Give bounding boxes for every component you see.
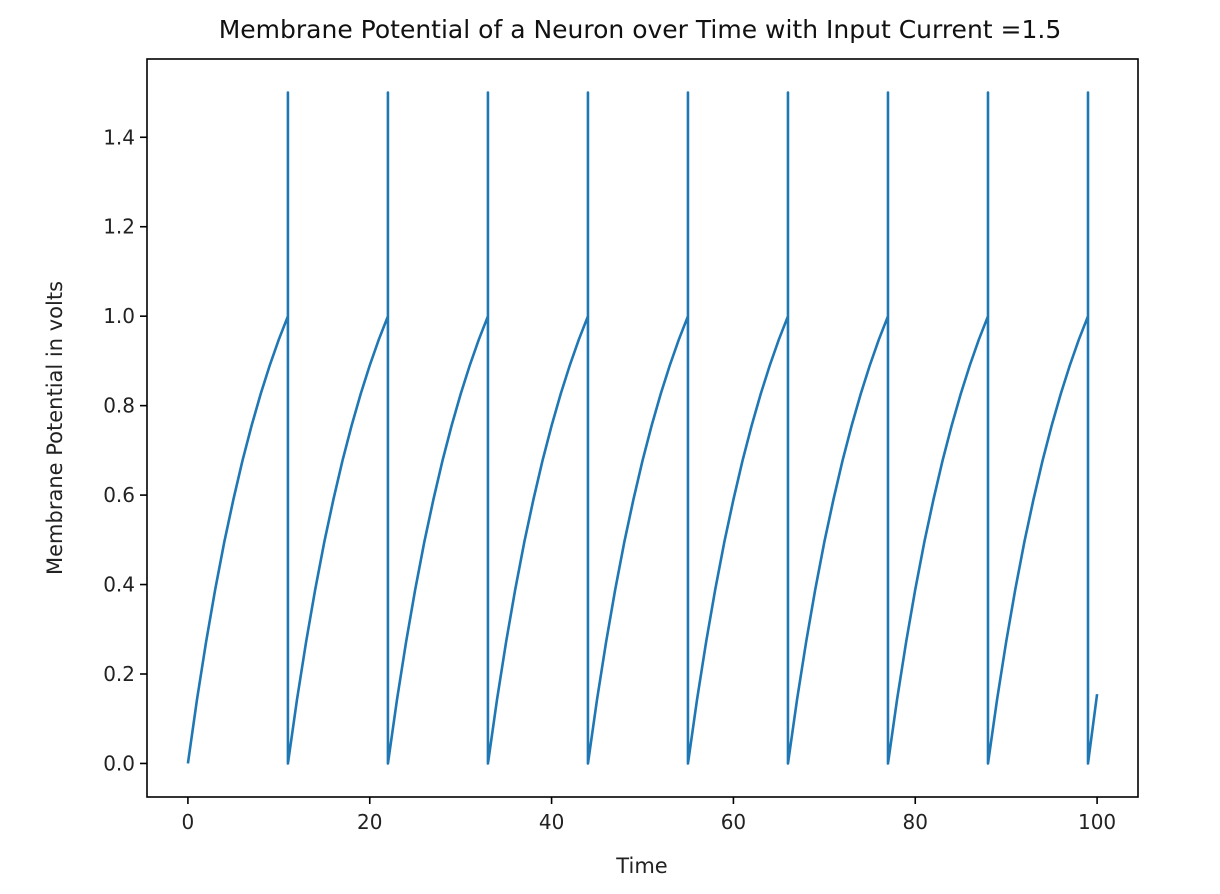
y-tick-label: 0.6	[103, 483, 135, 507]
x-axis-title: Time	[615, 854, 667, 878]
x-tick-label: 0	[182, 810, 195, 834]
y-tick-label: 0.8	[103, 394, 135, 418]
y-tick-label: 0.4	[103, 573, 135, 597]
y-tick-label: 1.4	[103, 125, 135, 149]
y-tick-label: 1.0	[103, 304, 135, 328]
x-tick-label: 80	[903, 810, 928, 834]
plot-area-frame	[146, 58, 1139, 798]
x-tick-label: 20	[357, 810, 382, 834]
x-tick-label: 60	[721, 810, 746, 834]
y-tick-label: 0.0	[103, 751, 135, 775]
y-tick-label: 1.2	[103, 215, 135, 239]
y-tick-label: 0.2	[103, 662, 135, 686]
chart-title: Membrane Potential of a Neuron over Time…	[219, 15, 1062, 44]
y-axis-title: Membrane Potential in volts	[43, 281, 67, 575]
series-line-membrane-potential	[186, 91, 1099, 765]
y-axis-ticks: 0.0 0.2 0.4 0.6 0.8 1.0 1.2 1.4	[103, 125, 147, 775]
x-tick-label: 100	[1078, 810, 1116, 834]
x-tick-label: 40	[539, 810, 564, 834]
x-axis-ticks: 0 20 40 60 80 100	[182, 797, 1116, 834]
